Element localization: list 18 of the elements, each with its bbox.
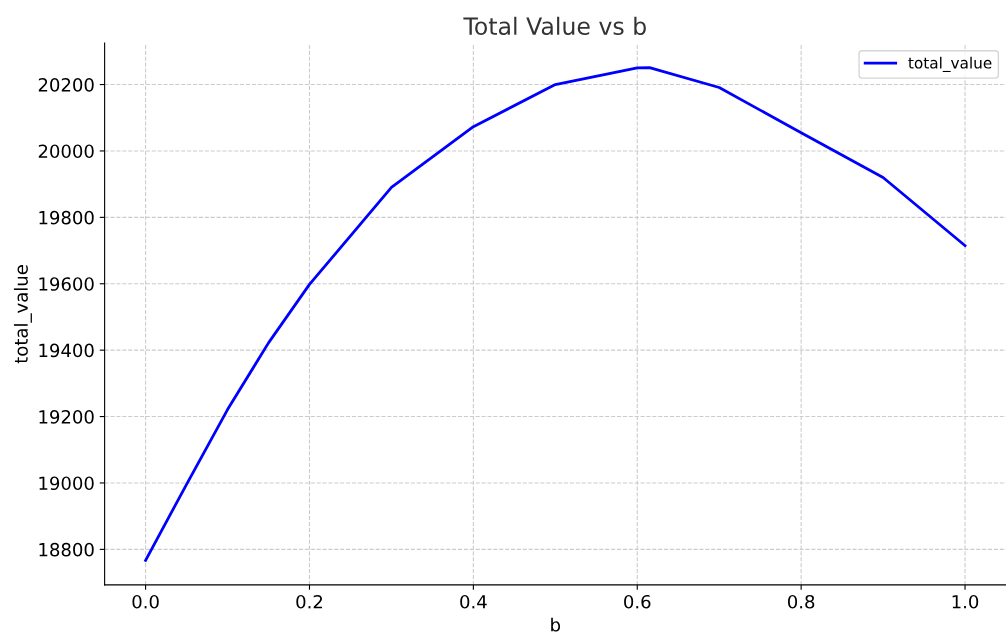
y-tick-label: 20000: [38, 144, 94, 159]
y-tick-label: 18800: [39, 542, 94, 557]
legend-label: total_value: [908, 56, 992, 72]
y-tick-label: 19400: [39, 343, 94, 358]
y-tick-label: 19200: [39, 410, 94, 424]
x-tick-label: 0.6: [624, 594, 651, 609]
chart-title: Total Value vs b: [463, 16, 646, 36]
x-tick-label: 0.8: [787, 594, 815, 609]
x-tick-label: 0.0: [132, 594, 159, 609]
x-tick-label: 0.2: [296, 594, 323, 609]
y-tick-label: 20200: [38, 78, 94, 92]
x-tick-label: 1.0: [952, 594, 979, 609]
y-axis-title: total_value: [13, 265, 32, 364]
x-tick-label: 0.4: [460, 594, 487, 609]
y-tick-label: 19800: [39, 210, 94, 225]
y-tick-label: 19000: [39, 476, 94, 491]
x-axis-title: b: [551, 617, 561, 632]
y-tick-label: 19600: [39, 277, 94, 291]
